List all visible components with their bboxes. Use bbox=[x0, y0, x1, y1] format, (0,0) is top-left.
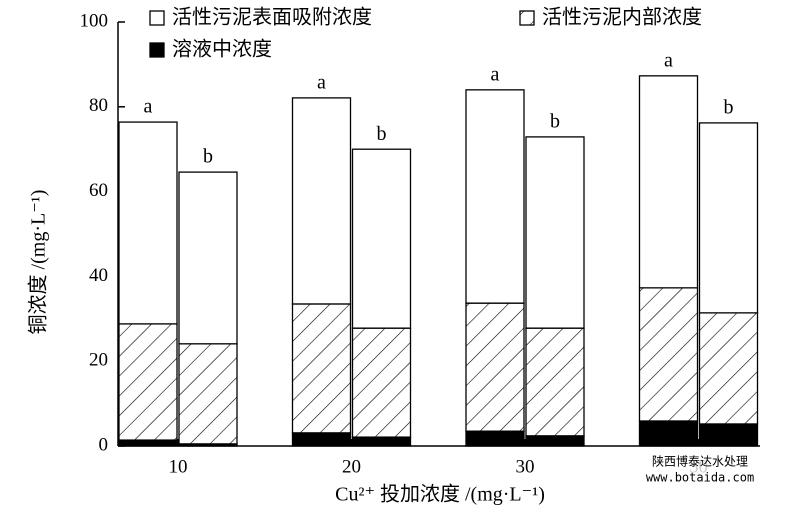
y-tick-label: 100 bbox=[80, 10, 109, 31]
bar-segment bbox=[638, 420, 699, 447]
bar-segment bbox=[291, 97, 352, 305]
bar-segment bbox=[698, 122, 759, 314]
bar-segment bbox=[698, 312, 759, 425]
bar-segment bbox=[465, 89, 525, 304]
bar-label: a bbox=[144, 96, 153, 118]
bar-segment bbox=[118, 121, 178, 325]
bar-label: a bbox=[491, 63, 500, 85]
x-axis-label: Cu²⁺ 投加浓度 /(mg·L⁻¹) bbox=[335, 483, 545, 506]
watermark-bg bbox=[645, 452, 755, 488]
bar-segment bbox=[465, 302, 525, 432]
bar-segment bbox=[178, 343, 238, 445]
bar-label: a bbox=[664, 49, 673, 71]
bar-label: b bbox=[550, 110, 560, 132]
legend-swatch bbox=[149, 42, 165, 58]
bar-label: b bbox=[203, 146, 213, 168]
legend-label: 活性污泥内部浓度 bbox=[542, 5, 702, 29]
bar-segment bbox=[525, 327, 585, 437]
watermark: www.botaida.com bbox=[646, 471, 754, 485]
bar-segment bbox=[351, 436, 412, 447]
y-axis-label: 铜浓度 /(mg·L⁻¹) bbox=[27, 190, 50, 335]
y-tick-label: 60 bbox=[89, 180, 108, 201]
bar-segment bbox=[525, 136, 585, 329]
bar-label: b bbox=[377, 123, 387, 145]
bar-segment bbox=[465, 430, 525, 447]
x-tick-label: 20 bbox=[342, 456, 361, 477]
y-tick-label: 40 bbox=[89, 265, 108, 286]
x-tick-label: 30 bbox=[516, 456, 535, 477]
bar-segment bbox=[638, 75, 699, 289]
bar-label: b bbox=[724, 97, 734, 119]
bar-segment bbox=[291, 303, 352, 434]
bar-segment bbox=[291, 432, 352, 447]
legend-label: 溶液中浓度 bbox=[172, 37, 272, 61]
y-tick-label: 80 bbox=[89, 95, 108, 116]
y-tick-label: 20 bbox=[89, 350, 108, 371]
bar-segment bbox=[525, 435, 585, 447]
bar-segment bbox=[118, 439, 178, 447]
bar-segment bbox=[351, 327, 412, 438]
bar-segment bbox=[698, 423, 759, 447]
legend-swatch bbox=[149, 10, 165, 26]
bar-segment bbox=[178, 171, 238, 345]
legend-label: 活性污泥表面吸附浓度 bbox=[172, 5, 372, 29]
bar-segment bbox=[351, 148, 412, 329]
bar-segment bbox=[638, 287, 699, 422]
x-tick-label: 10 bbox=[169, 456, 188, 477]
legend-swatch bbox=[519, 10, 535, 26]
y-tick-label: 0 bbox=[99, 434, 109, 455]
bar-label: a bbox=[317, 71, 326, 93]
watermark: 陕西博泰达水处理 bbox=[652, 454, 748, 469]
bar-segment bbox=[118, 323, 178, 441]
